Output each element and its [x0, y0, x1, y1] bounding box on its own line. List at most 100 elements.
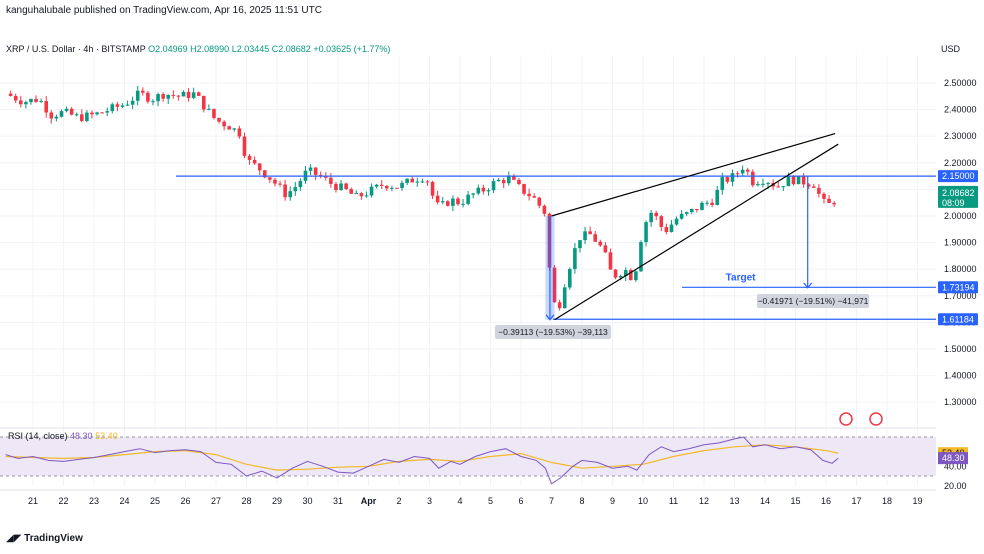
candle-body: [90, 112, 94, 115]
candle-body: [313, 167, 318, 175]
candle-body: [822, 193, 826, 199]
measure-label-target: −0.41971 (−19.51%) −41,971: [758, 296, 869, 306]
change-value: +0.03625 (+1.77%): [313, 44, 391, 54]
candle-body: [161, 94, 165, 99]
candle-body: [491, 181, 496, 191]
x-tick-label: 21: [28, 496, 38, 506]
candle-body: [568, 269, 572, 288]
candle-body: [247, 155, 252, 160]
candle-body: [756, 184, 760, 186]
level-price-tag: [938, 281, 978, 294]
candle-body: [410, 178, 415, 183]
candle-body: [268, 177, 272, 180]
x-tick-label: 28: [241, 496, 251, 506]
candle-body: [796, 176, 801, 185]
candle-body: [644, 222, 648, 243]
candle-body: [745, 169, 750, 172]
candle-body: [537, 197, 542, 206]
y-tick-label: 2.00000: [944, 211, 977, 221]
x-tick-label: 8: [579, 496, 584, 506]
tradingview-logo: ◢◤ TradingView: [6, 533, 83, 544]
candle-body: [278, 183, 282, 185]
low-value: L2.03445: [231, 44, 270, 54]
measure-arrowhead-drop: [545, 314, 555, 321]
rsi-title: RSI (14, close): [8, 431, 70, 441]
x-tick-label: 6: [518, 496, 523, 506]
candle-body: [141, 90, 145, 93]
y-tick-label: 2.40000: [944, 105, 977, 115]
currency-label: USD: [940, 44, 960, 54]
open-value: O2.04969: [148, 44, 188, 54]
candle-body: [166, 94, 171, 99]
measure-label-box-target: [757, 294, 869, 308]
candle-body: [227, 126, 232, 130]
x-tick-label: 5: [488, 496, 493, 506]
candle-body: [481, 187, 486, 192]
candle-body: [471, 193, 476, 195]
last-price-tag: [938, 185, 978, 208]
candle-body: [120, 105, 125, 107]
candle-body: [283, 184, 287, 198]
candle-body: [695, 208, 699, 211]
candle-body: [486, 190, 491, 192]
candle-body: [80, 114, 84, 121]
candle-body: [349, 189, 354, 194]
candle-body: [24, 102, 28, 105]
rsi-ma-line: [5, 444, 839, 471]
candle-body: [34, 98, 38, 102]
candle-body: [74, 114, 79, 116]
candle-body: [29, 98, 33, 103]
candle-body: [501, 179, 506, 184]
candle-body: [507, 176, 511, 184]
candle-body: [766, 183, 770, 185]
candle-body: [13, 95, 18, 101]
candle-body: [735, 173, 740, 175]
x-tick-label: 17: [851, 496, 861, 506]
candle-body: [44, 101, 49, 113]
x-tick-label: 18: [882, 496, 892, 506]
candle-body: [786, 175, 791, 187]
candle-body: [263, 170, 267, 178]
candle-body: [308, 167, 313, 171]
candle-body: [85, 112, 89, 121]
measure-label-drop: −0.39113 (−19.53%) −39,113: [498, 327, 608, 337]
candle-body: [39, 101, 43, 103]
candle-body: [613, 269, 618, 278]
x-tick-label: 7: [549, 496, 554, 506]
candle-body: [202, 95, 206, 110]
candle-body: [801, 176, 806, 185]
rsi-tag: [938, 452, 968, 465]
x-tick-label: 16: [821, 496, 831, 506]
candle-body: [674, 218, 679, 225]
candle-body: [217, 117, 221, 122]
candle-body: [440, 201, 445, 203]
candle-body: [517, 179, 521, 185]
candle-body: [222, 121, 226, 127]
candle-body: [130, 100, 135, 105]
us-flag-event-icon: [869, 412, 883, 426]
x-tick-label: 27: [211, 496, 221, 506]
x-tick-label: 24: [119, 496, 129, 506]
candle-body: [527, 193, 531, 197]
candle-body: [273, 179, 277, 184]
y-tick-label: 1.30000: [944, 397, 977, 407]
candle-body: [379, 184, 384, 186]
x-tick-label: 22: [58, 496, 68, 506]
candle-body: [690, 208, 694, 213]
candle-body: [522, 184, 526, 194]
level-price-tag: [938, 313, 978, 326]
candle-body: [791, 175, 796, 185]
candle-body: [374, 184, 379, 187]
candle-body: [817, 187, 821, 194]
candle-body: [344, 183, 348, 190]
candle-body: [359, 193, 364, 197]
candle-body: [207, 108, 211, 110]
y-tick-label: 2.20000: [944, 158, 977, 168]
candle-body: [298, 180, 303, 188]
candle-body: [634, 271, 638, 281]
candle-body: [425, 181, 430, 183]
candle-body: [684, 212, 689, 214]
candle-body: [385, 185, 389, 189]
candle-body: [232, 128, 237, 130]
